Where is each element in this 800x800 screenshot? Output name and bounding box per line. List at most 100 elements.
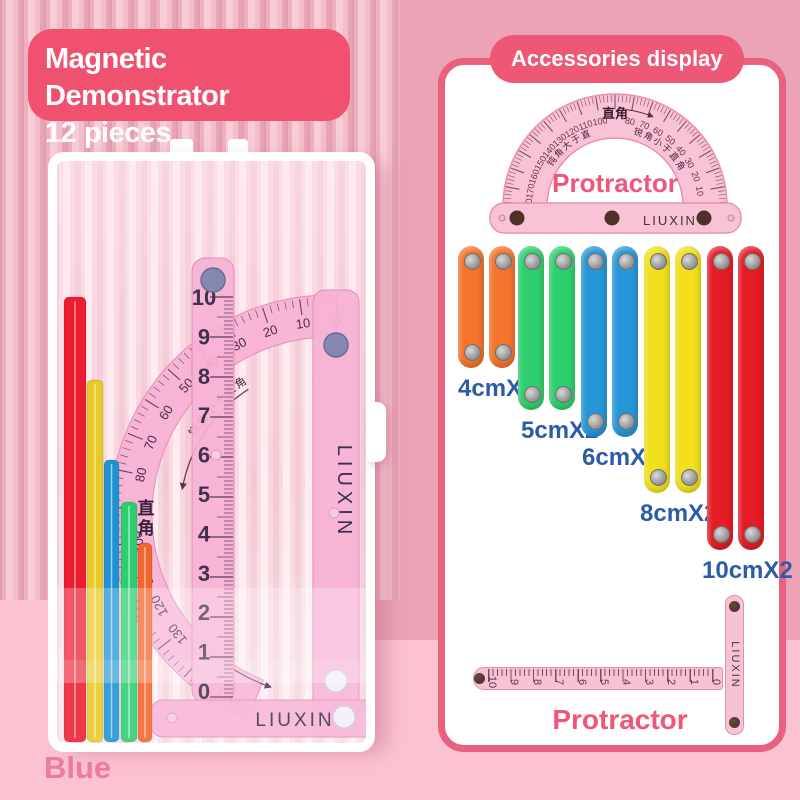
ruler-ticks-major (488, 669, 714, 682)
box-interior: 01020304050607080100110120130直角锐角小于直角109… (57, 161, 366, 743)
stick-length-label: 10cmX2 (702, 557, 793, 584)
magnet-dot (554, 386, 572, 403)
magnet-dot (680, 469, 698, 486)
magnet-dot (649, 469, 667, 486)
ruler-number: 4 (198, 521, 211, 546)
top-protractor-graphic: 1801701601501401301201101008070605040302… (438, 80, 742, 234)
color-variant-caption: Blue (44, 750, 112, 785)
degree-label: 100 (592, 115, 609, 127)
accessory-stick (458, 246, 484, 368)
box-hinge-tab (228, 139, 248, 153)
t-ruler-vertical-arm: LIUXIN (725, 595, 744, 735)
ruler-number: 5 (598, 678, 610, 686)
brand-text: LIUXIN (643, 213, 697, 228)
pivot-hole (210, 449, 222, 461)
magnet-dot (332, 705, 356, 729)
magnet-dot (463, 344, 481, 361)
pivot-hole (727, 214, 735, 222)
accessory-stick (549, 246, 575, 410)
ruler-number: 10 (486, 675, 498, 689)
arc-degree-label: 70 (141, 433, 160, 452)
degree-label: 160 (527, 168, 542, 186)
ruler-number: 2 (198, 600, 210, 625)
magnet-dot (604, 210, 620, 226)
magnet-dot (680, 253, 698, 270)
top-protractor-label: Protractor (552, 168, 678, 198)
right-angle-label: 直角 (138, 498, 155, 538)
ruler-number: 7 (198, 403, 210, 428)
magnet-dot (617, 253, 635, 270)
title-line-1: Magnetic Demonstrator (45, 43, 230, 112)
degree-label: 80 (624, 116, 636, 128)
protractor-body (502, 93, 728, 207)
magnet-dot (696, 210, 712, 226)
magnet-dot (200, 267, 226, 293)
magnet-dot (729, 601, 740, 612)
brand-text: LIUXIN (333, 445, 355, 539)
degree-label: 20 (689, 170, 702, 183)
right-angle-label: 直角 (602, 106, 628, 121)
degree-label: 60 (651, 125, 665, 139)
magnet-dot (323, 332, 349, 358)
accessory-stick (644, 246, 670, 493)
ruler-number: 6 (575, 678, 588, 686)
degree-label: 30 (683, 156, 697, 170)
bottom-protractor-label: Protractor (552, 704, 688, 735)
magnet-dot (586, 253, 604, 270)
magnet-dot (523, 253, 541, 270)
magnet-dot (649, 253, 667, 270)
brand-text: LIUXIN (728, 641, 741, 689)
product-box: 01020304050607080100110120130直角锐角小于直角109… (48, 152, 375, 752)
left-demonstrator-graphic: 01020304050607080100110120130直角锐角小于直角109… (57, 257, 366, 743)
magnet-dot (743, 526, 761, 543)
magnet-dot (509, 210, 525, 226)
accessory-stick (612, 246, 638, 437)
arc-degree-label: 20 (261, 322, 279, 341)
degree-label: 110 (577, 118, 594, 132)
ruler-number: 0 (198, 679, 210, 704)
magnet-dot (729, 717, 740, 728)
magnet-dot (474, 673, 485, 684)
magnet-dot (712, 526, 730, 543)
ruler-number: 8 (530, 678, 543, 686)
stick-split-line (110, 464, 113, 738)
magnet-dot (554, 253, 572, 270)
pivot-hole (498, 214, 506, 222)
degree-label: 70 (638, 119, 651, 132)
magnet-dot (324, 669, 348, 693)
box-latch (366, 402, 386, 462)
ruler-number: 1 (687, 678, 700, 686)
degree-ticks (504, 95, 726, 207)
degree-label: 10 (694, 185, 706, 197)
ruler-number: 9 (198, 324, 210, 349)
ruler-number: 3 (198, 561, 210, 586)
stick-split-line (144, 547, 146, 738)
ruler-ticks (210, 296, 233, 698)
accessory-stick (518, 246, 544, 410)
degree-label: 170 (524, 183, 536, 200)
accessory-stick (675, 246, 701, 493)
title-line-2: 12 pieces (45, 117, 172, 149)
box-front-wash (57, 660, 366, 743)
pivot-hole (166, 712, 178, 724)
ruler-number: 8 (198, 364, 210, 389)
ruler-number: 9 (508, 678, 521, 686)
box-front-wash (57, 588, 366, 683)
ruler-number: 1 (198, 640, 210, 665)
ruler-number: 0 (710, 678, 722, 686)
magnet-dot (586, 413, 604, 430)
ruler-number: 5 (198, 482, 210, 507)
magnet-dot (617, 413, 635, 430)
magnet-dot (712, 253, 730, 270)
ruler-number: 6 (198, 443, 210, 468)
magnet-dot (743, 253, 761, 270)
accessory-stick (581, 246, 607, 437)
magnet-dot (523, 386, 541, 403)
pivot-hole (328, 507, 340, 519)
magnet-dot (494, 253, 512, 270)
title-badge: Magnetic Demonstrator 12 pieces (28, 29, 350, 149)
stick-split-line (128, 506, 130, 738)
ruler-number: 3 (642, 678, 655, 686)
accessory-stick (707, 246, 733, 550)
